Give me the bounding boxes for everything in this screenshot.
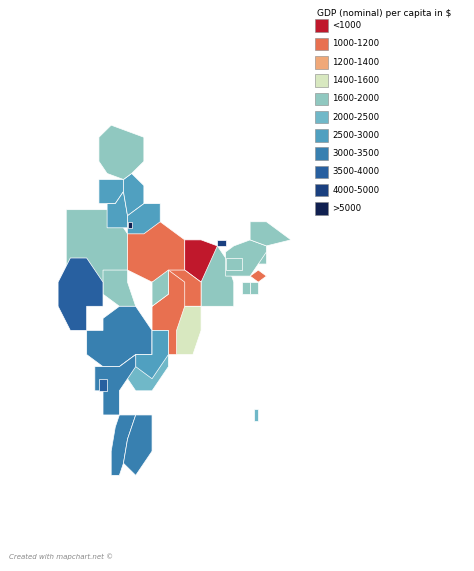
Polygon shape xyxy=(250,222,291,246)
Polygon shape xyxy=(254,409,258,421)
Polygon shape xyxy=(242,282,250,294)
Text: 1400-1600: 1400-1600 xyxy=(333,76,380,85)
Polygon shape xyxy=(119,331,168,391)
Polygon shape xyxy=(58,258,103,331)
Text: Created with mapchart.net ©: Created with mapchart.net © xyxy=(9,553,114,560)
Polygon shape xyxy=(95,355,136,415)
Text: 2500-3000: 2500-3000 xyxy=(333,131,380,140)
Text: 2000-2500: 2000-2500 xyxy=(333,112,380,122)
Polygon shape xyxy=(123,415,152,475)
Polygon shape xyxy=(99,179,123,204)
Polygon shape xyxy=(218,240,226,246)
Text: <1000: <1000 xyxy=(333,21,362,30)
Text: 1000-1200: 1000-1200 xyxy=(333,39,380,49)
Text: 4000-5000: 4000-5000 xyxy=(333,186,380,195)
Polygon shape xyxy=(226,240,266,276)
Polygon shape xyxy=(111,415,136,475)
Polygon shape xyxy=(250,270,266,282)
Polygon shape xyxy=(136,331,168,379)
Polygon shape xyxy=(123,174,144,216)
Polygon shape xyxy=(168,270,201,306)
Polygon shape xyxy=(250,282,258,294)
Polygon shape xyxy=(152,306,201,355)
Polygon shape xyxy=(99,379,107,391)
Polygon shape xyxy=(128,222,132,228)
Polygon shape xyxy=(103,270,168,306)
Polygon shape xyxy=(66,210,128,294)
Polygon shape xyxy=(152,270,185,355)
Polygon shape xyxy=(185,240,218,282)
Polygon shape xyxy=(201,246,234,306)
Polygon shape xyxy=(128,204,160,234)
Polygon shape xyxy=(99,125,144,179)
Text: GDP (nominal) per capita in $: GDP (nominal) per capita in $ xyxy=(317,9,451,18)
Text: 3000-3500: 3000-3500 xyxy=(333,149,380,158)
Text: >5000: >5000 xyxy=(333,204,362,213)
Text: 3500-4000: 3500-4000 xyxy=(333,167,380,176)
Polygon shape xyxy=(258,252,266,264)
Polygon shape xyxy=(107,192,128,228)
Text: 1600-2000: 1600-2000 xyxy=(333,94,380,103)
Polygon shape xyxy=(226,258,242,270)
Polygon shape xyxy=(128,210,185,282)
Text: 1200-1400: 1200-1400 xyxy=(333,58,380,67)
Polygon shape xyxy=(87,306,152,367)
